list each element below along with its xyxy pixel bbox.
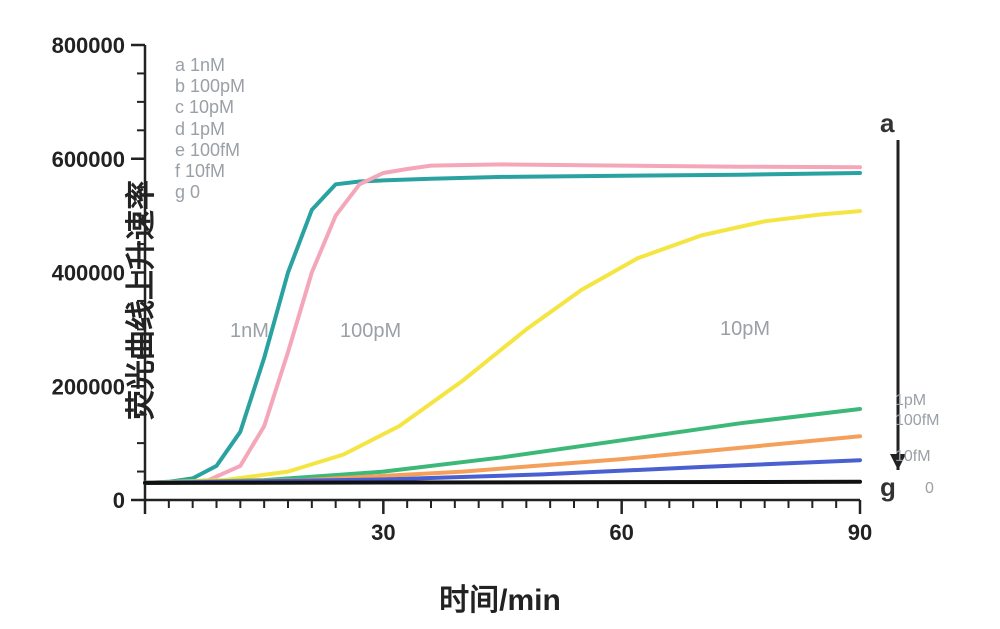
legend-item: e 100fM	[175, 140, 245, 161]
svg-text:200000: 200000	[52, 374, 125, 399]
series-end-label: 100fM	[895, 412, 939, 430]
legend-item: g 0	[175, 182, 245, 203]
arrow-top-label: a	[880, 108, 894, 139]
legend-item: c 10pM	[175, 97, 245, 118]
series-inline-label: 100pM	[340, 320, 401, 343]
svg-text:60: 60	[609, 520, 633, 545]
chart-container: 荧光曲线上升速率 时间/min 0 200000 400000 600000 80000…	[0, 0, 1000, 629]
series-inline-label: 1nM	[230, 320, 269, 343]
svg-text:90: 90	[848, 520, 872, 545]
legend-item: b 100pM	[175, 76, 245, 97]
svg-text:600000: 600000	[52, 147, 125, 172]
svg-text:0: 0	[113, 488, 125, 513]
svg-text:400000: 400000	[52, 261, 125, 286]
legend-item: f 10fM	[175, 161, 245, 182]
y-axis-label: 荧光曲线上升速率	[116, 180, 160, 420]
legend: a 1nMb 100pMc 10pMd 1pMe 100fMf 10fMg 0	[175, 55, 245, 204]
series-inline-label: 10pM	[720, 318, 770, 341]
svg-text:800000: 800000	[52, 33, 125, 58]
series-end-label: 1pM	[895, 392, 926, 410]
series-end-label: 0	[925, 480, 934, 498]
svg-text:30: 30	[371, 520, 395, 545]
legend-item: a 1nM	[175, 55, 245, 76]
x-axis-label: 时间/min	[439, 575, 561, 619]
legend-item: d 1pM	[175, 119, 245, 140]
series-end-label: 10fM	[895, 448, 931, 466]
arrow-bottom-label: g	[880, 472, 896, 503]
